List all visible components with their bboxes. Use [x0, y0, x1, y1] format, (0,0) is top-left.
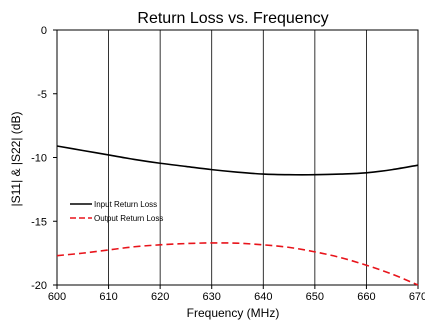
y-tick-label-0: 0 — [41, 25, 47, 37]
series-line-1 — [56, 145, 419, 176]
x-tick-label-610: 610 — [99, 291, 117, 303]
grid-lines — [108, 30, 367, 285]
x-tick-label-600: 600 — [48, 291, 66, 303]
y-tick-label--5: -5 — [37, 89, 47, 101]
chart-title: Return Loss vs. Frequency — [137, 10, 328, 27]
x-tick-label-650: 650 — [306, 291, 324, 303]
y-axis-label: |S11| & |S22| (dB) — [9, 112, 23, 207]
x-tick-label-640: 640 — [254, 291, 272, 303]
x-axis-label: Frequency (MHz) — [187, 306, 280, 320]
y-tick-label--10: -10 — [31, 153, 47, 165]
legend-label-2: Output Return Loss — [94, 214, 163, 223]
plot-area — [56, 29, 419, 286]
series-group — [56, 145, 419, 286]
legend: Input Return Loss Output Return Loss — [70, 200, 163, 223]
series-line-2 — [56, 242, 419, 286]
x-ticks: 600 610 620 630 640 650 660 670 — [48, 285, 425, 303]
x-tick-label-620: 620 — [151, 291, 169, 303]
y-tick-label--15: -15 — [31, 216, 47, 228]
x-tick-label-670: 670 — [409, 291, 425, 303]
y-tick-label--20: -20 — [31, 280, 47, 292]
x-tick-label-660: 660 — [357, 291, 375, 303]
y-ticks: 0 -5 -10 -15 -20 — [31, 25, 57, 292]
x-tick-label-630: 630 — [203, 291, 221, 303]
legend-label-1: Input Return Loss — [94, 200, 157, 209]
